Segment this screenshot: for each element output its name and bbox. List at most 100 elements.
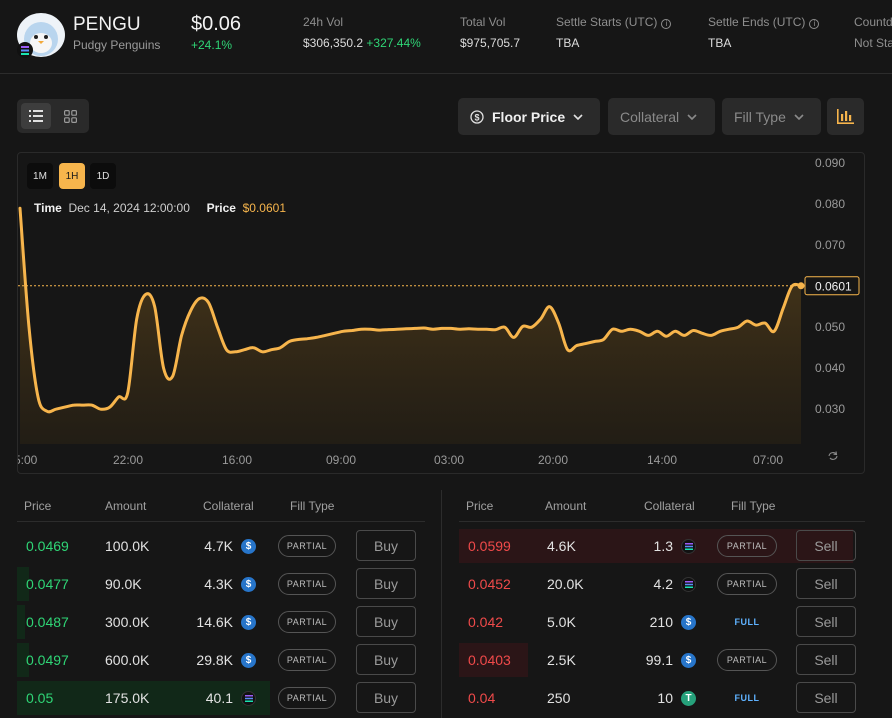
order-collateral: 4.7K	[204, 538, 233, 554]
fill-type-badge: FULL	[734, 617, 760, 627]
usdc-icon: $	[241, 577, 256, 592]
column-header: Collateral	[203, 499, 254, 513]
token-name: Pudgy Penguins	[73, 38, 161, 52]
token-symbol: PENGU	[73, 14, 141, 35]
chart-toggle-button[interactable]	[827, 98, 864, 135]
vol-24h-amount: $306,350.2	[303, 36, 364, 50]
info-icon[interactable]: i	[661, 19, 672, 29]
column-header: Amount	[545, 499, 587, 513]
usdc-icon: $	[241, 653, 256, 668]
sell-button[interactable]: Sell	[796, 568, 856, 599]
usdc-icon: $	[681, 653, 696, 668]
y-tick-label: 0.030	[815, 402, 845, 416]
sell-button[interactable]: Sell	[796, 606, 856, 637]
order-amount: 100.0K	[105, 538, 150, 554]
collateral-dropdown[interactable]: Collateral	[608, 98, 715, 135]
sol-icon	[681, 577, 696, 592]
fill-type-dropdown[interactable]: Fill Type	[722, 98, 821, 135]
order-amount: 2.5K	[547, 652, 576, 668]
info-icon[interactable]: i	[809, 19, 820, 29]
chevron-down-icon	[573, 113, 583, 120]
order-collateral: 210	[649, 614, 673, 630]
list-icon	[29, 110, 43, 122]
depth-bar	[17, 605, 25, 639]
sell-order-row: 0.0403 2.5K 99.1 $ PARTIAL Sell	[459, 641, 865, 679]
settle-ends-label: Settle Ends (UTC) i	[708, 15, 820, 29]
x-tick-label: 09:00	[326, 453, 356, 467]
fill-type-badge: PARTIAL	[717, 535, 777, 557]
depth-bar	[459, 643, 528, 677]
order-collateral: 4.2	[653, 576, 673, 592]
order-price: 0.0477	[26, 576, 69, 592]
fill-type-badge: FULL	[734, 693, 760, 703]
price-chart[interactable]: 0.090 0.080 0.070 0.050 0.040 0.030 0.0601 5:00…	[17, 152, 865, 474]
floor-price-dropdown[interactable]: $ Floor Price	[458, 98, 600, 135]
sell-button[interactable]: Sell	[796, 530, 856, 561]
sell-button[interactable]: Sell	[796, 682, 856, 713]
vol-24h-label: 24h Vol	[303, 15, 344, 29]
solana-chain-icon	[17, 42, 33, 58]
sell-order-row: 0.0452 20.0K 4.2 PARTIAL Sell	[459, 565, 865, 603]
depth-bar	[459, 529, 853, 563]
usdt-icon: T	[681, 691, 696, 706]
order-price: 0.0452	[468, 576, 511, 592]
usdc-icon: $	[681, 615, 696, 630]
countdown-value: Not Sta	[854, 36, 892, 50]
buy-button[interactable]: Buy	[356, 682, 416, 713]
tooltip-time-label: Time	[34, 201, 62, 215]
timeframe-1d-button[interactable]: 1D	[90, 163, 116, 189]
order-collateral: 99.1	[645, 652, 673, 668]
floor-price-label: Floor Price	[492, 108, 566, 125]
order-price: 0.0497	[26, 652, 69, 668]
buy-button[interactable]: Buy	[356, 606, 416, 637]
x-tick-label: 22:00	[113, 453, 143, 467]
fill-type-badge: PARTIAL	[717, 573, 777, 595]
order-price: 0.0599	[468, 538, 511, 554]
fill-type-badge: PARTIAL	[278, 573, 336, 595]
tooltip-price-label: Price	[206, 201, 236, 215]
list-view-button[interactable]	[21, 103, 51, 129]
y-tick-label: 0.040	[815, 361, 845, 375]
buy-button[interactable]: Buy	[356, 644, 416, 675]
total-vol-value: $975,705.7	[460, 36, 521, 50]
sell-order-row: 0.04 250 10 T FULL Sell	[459, 679, 865, 717]
y-tick-label: 0.050	[815, 320, 845, 334]
token-price: $0.06	[191, 13, 242, 35]
order-collateral: 29.8K	[196, 652, 233, 668]
buy-button[interactable]: Buy	[356, 530, 416, 561]
header-divider	[459, 521, 865, 522]
buy-order-row: 0.05 175.0K 40.1 PARTIAL Buy	[17, 679, 425, 717]
tooltip-time-value: Dec 14, 2024 12:00:00	[68, 201, 190, 215]
buy-order-row: 0.0497 600.0K 29.8K $ PARTIAL Buy	[17, 641, 425, 679]
total-vol-label: Total Vol	[460, 15, 506, 29]
order-collateral: 10	[657, 690, 673, 706]
grid-view-button[interactable]	[55, 103, 85, 129]
y-tick-label: 0.080	[815, 197, 845, 211]
column-header: Fill Type	[290, 499, 335, 513]
refresh-icon[interactable]	[828, 451, 838, 460]
buy-button[interactable]: Buy	[356, 568, 416, 599]
column-header: Fill Type	[731, 499, 776, 513]
order-price: 0.0469	[26, 538, 69, 554]
column-header: Amount	[105, 499, 147, 513]
sell-button[interactable]: Sell	[796, 644, 856, 675]
settle-starts-text: Settle Starts (UTC)	[556, 15, 658, 29]
svg-text:$: $	[474, 112, 479, 122]
y-tick-label: 0.070	[815, 238, 845, 252]
depth-bar	[17, 567, 29, 601]
current-price-tag	[804, 276, 860, 296]
order-collateral: 1.3	[653, 538, 673, 554]
sell-order-row: 0.0599 4.6K 1.3 PARTIAL Sell	[459, 527, 865, 565]
fill-type-badge: PARTIAL	[278, 687, 336, 709]
x-tick-label: 14:00	[647, 453, 677, 467]
price-chart-canvas[interactable]: 0.090 0.080 0.070 0.050 0.040 0.030 0.0601 5:00…	[18, 153, 865, 474]
column-header: Price	[24, 499, 52, 513]
timeframe-1h-button[interactable]: 1H	[59, 163, 85, 189]
chevron-down-icon	[687, 113, 697, 120]
column-header: Price	[466, 499, 494, 513]
usdc-icon: $	[241, 539, 256, 554]
sell-order-row: 0.042 5.0K 210 $ FULL Sell	[459, 603, 865, 641]
settle-starts-value: TBA	[556, 36, 580, 50]
timeframe-1m-button[interactable]: 1M	[27, 163, 53, 189]
order-price: 0.0487	[26, 614, 69, 630]
